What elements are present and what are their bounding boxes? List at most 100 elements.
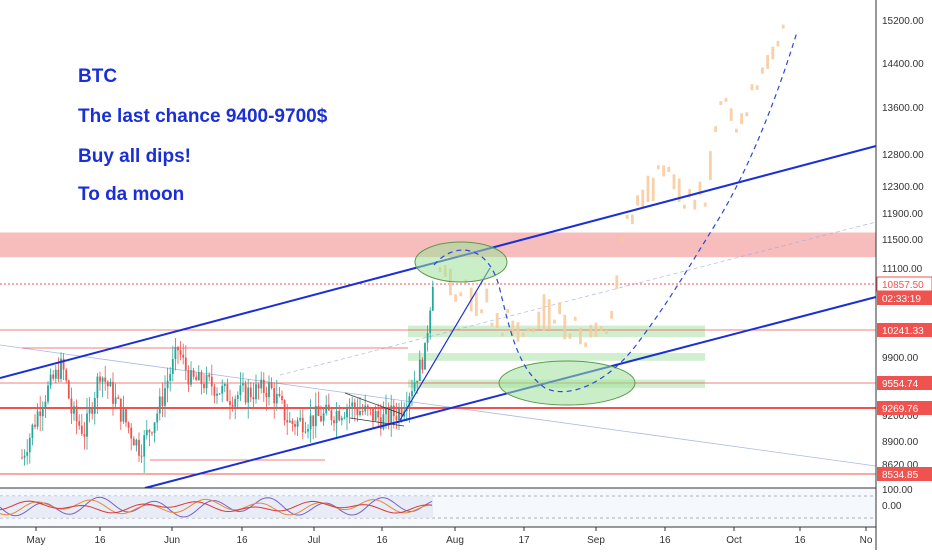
candle-body [408,396,411,408]
candle-body [369,407,372,409]
candle-body [398,408,400,421]
candle-body [372,408,374,421]
candle-body [395,416,398,421]
x-tick-label: May [27,535,46,546]
candle-body [325,404,328,414]
projection-bar [615,275,619,290]
candle-body [86,413,88,437]
x-tick-label: No [860,535,873,546]
candle-body [57,369,60,379]
projection-bar [735,128,738,133]
candle-body [49,374,52,386]
candles [21,280,434,473]
candle-body [304,431,307,433]
y-tick-label: 14400.00 [882,59,924,70]
candle-body [34,424,36,427]
candle-body [273,388,276,404]
candle-body [338,410,341,421]
price-tag-label: 8534.85 [882,470,919,481]
candle-body [36,411,39,427]
candle-body [268,382,270,398]
candle-body [343,417,346,419]
projection-bar [553,319,556,324]
candle-body [429,310,432,333]
candle-body [231,405,234,407]
candle-body [257,384,260,389]
y-tick-label: 12300.00 [882,182,924,193]
candle-body [184,357,187,371]
candle-body [226,384,229,402]
candle-body [353,402,356,409]
candle-body [283,399,286,421]
candle-body [294,423,296,427]
candle-body [195,376,198,381]
annotation-line-1: BTC [78,66,118,87]
projection-bar [501,332,504,337]
candle-body [330,410,333,421]
candle-body [346,408,348,418]
candle-body [385,407,387,415]
candle-body [135,439,138,446]
projection-bar [506,308,509,313]
candle-body [377,411,380,418]
projection-bar [620,237,624,242]
candle-body [320,415,322,422]
projection-bar [683,204,686,209]
candle-body [138,439,140,456]
price-tag-label: 10857.50 [882,280,924,291]
projection-bar [636,195,639,206]
candle-body [340,417,343,421]
candle-body [21,457,23,459]
candle-body [327,404,330,411]
projection-bar [698,181,702,196]
candle-body [106,381,109,387]
x-tick-label: Sep [587,535,605,546]
candle-body [359,411,361,416]
projection-bar [594,322,598,337]
indicator-tick-label: 0.00 [882,501,902,512]
candle-body [166,380,169,389]
candle-body [117,397,120,399]
candle-body [127,422,130,428]
projection-bar [573,316,577,321]
candle-body [26,452,29,456]
x-tick-label: Jul [308,535,321,546]
price-tag-label: 10241.33 [882,326,924,337]
candle-body [208,374,211,377]
candle-body [161,396,164,406]
candle-body [356,408,359,416]
candle-body [31,424,34,438]
candle-body [400,408,403,417]
projection-bar [537,311,541,330]
candle-body [270,382,273,389]
projection-bar [459,292,463,297]
candle-body [187,370,190,385]
candle-body [130,427,133,439]
candle-body [91,407,94,414]
candle-body [244,383,247,403]
price-tag [877,376,932,390]
candle-body [322,413,325,422]
stoch-k-line [0,496,433,518]
candle-body [99,376,101,382]
candle-body [104,377,107,382]
projection-bar [677,178,681,202]
candle-body [132,438,135,446]
candle-body [119,398,122,422]
candle-body [351,402,354,407]
candle-body [151,432,153,434]
candle-body [96,376,99,399]
candle-body [174,347,177,360]
price-tag [877,291,932,305]
x-tick-label: 16 [659,535,671,546]
trendline-dashed-faint [279,221,877,376]
candle-body [296,420,299,427]
price-tag-label: 9269.76 [882,404,919,415]
candle-body [387,407,390,424]
x-tick-label: 16 [94,535,106,546]
candle-body [70,398,73,414]
projection-bar [755,85,759,90]
candle-body [80,425,83,434]
